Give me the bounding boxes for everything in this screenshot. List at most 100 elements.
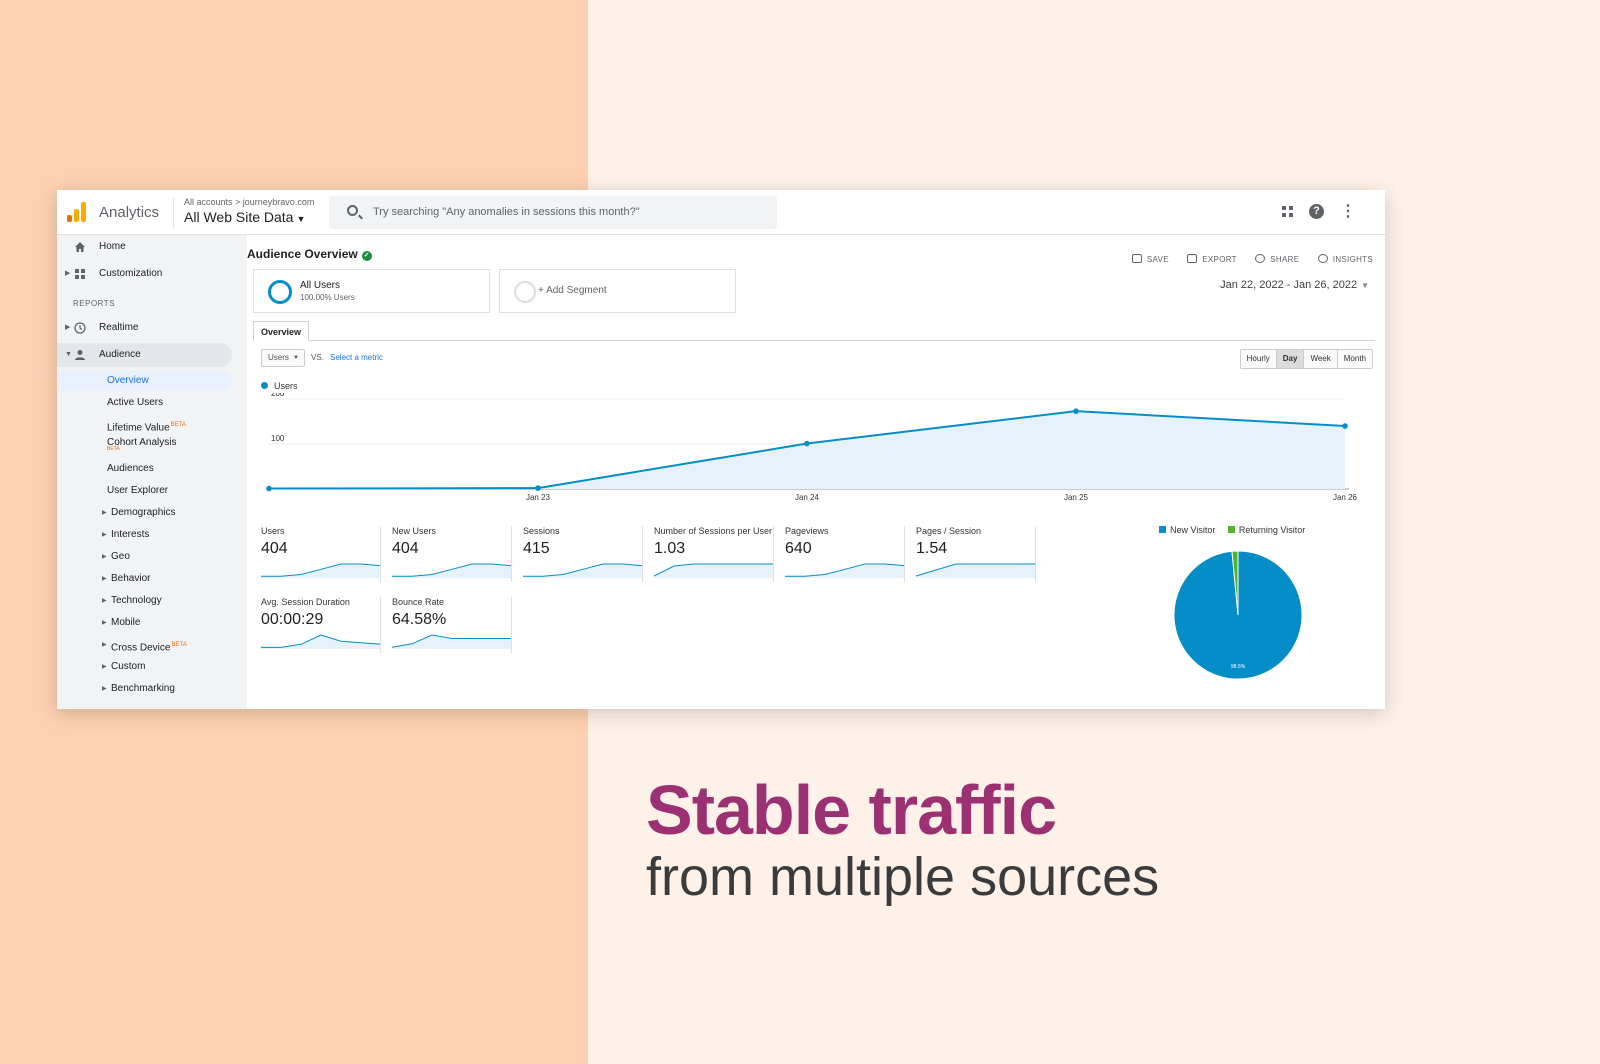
sparkline-fill — [261, 635, 381, 649]
export-button[interactable]: EXPORT — [1187, 254, 1237, 264]
sidebar-subitem-cross-device[interactable]: ▶ Cross DeviceBETA — [57, 635, 232, 655]
metric-select[interactable]: Users ▼ — [261, 349, 305, 367]
date-range-picker[interactable]: Jan 22, 2022 - Jan 26, 2022 ▼ — [1220, 279, 1369, 291]
pie-slice — [1231, 550, 1239, 616]
sidebar-subitem-demographics[interactable]: ▶ Demographics — [57, 503, 232, 523]
legend-swatch — [1227, 526, 1235, 533]
sidebar-item-customization[interactable]: ▶ Customization — [57, 262, 232, 286]
help-icon[interactable]: ? — [1309, 204, 1324, 219]
metric-sparkline — [916, 563, 1036, 578]
beta-badge: BETA — [107, 446, 120, 452]
analytics-logo-icon — [67, 202, 87, 222]
sidebar-subitem-mobile[interactable]: ▶ Mobile — [57, 613, 232, 633]
sidebar-subitem-custom[interactable]: ▶ Custom — [57, 657, 232, 677]
sidebar-subitem-audiences[interactable]: Audiences — [57, 459, 232, 479]
chevron-right-icon: ▶ — [102, 620, 107, 626]
metric-value: 1.03 — [654, 540, 686, 557]
view-selector[interactable]: All Web Site Data ▼ — [184, 209, 305, 225]
sidebar-subitem-behavior[interactable]: ▶ Behavior — [57, 569, 232, 589]
metric-card[interactable]: Pageviews 640 — [785, 526, 905, 588]
segment-ring-icon — [514, 281, 536, 303]
chevron-right-icon: ▶ — [102, 532, 107, 538]
metric-value: 64.58% — [392, 611, 447, 628]
metric-label: Avg. Session Duration — [261, 597, 350, 607]
metric-card[interactable]: Bounce Rate 64.58% — [392, 597, 512, 659]
sidebar-item-label: Audience — [99, 349, 141, 360]
apps-grid-icon[interactable] — [1280, 204, 1296, 220]
beta-badge: BETA — [171, 642, 187, 648]
metric-card[interactable]: Users 404 — [261, 526, 381, 588]
sidebar-item-realtime[interactable]: ▶ Realtime — [57, 316, 232, 340]
metric-value: 640 — [785, 540, 812, 557]
metric-divider — [511, 526, 512, 582]
sidebar-subitem-active-users[interactable]: Active Users — [57, 393, 232, 413]
search-box[interactable]: Try searching "Any anomalies in sessions… — [329, 196, 777, 229]
sidebar-subitem-overview[interactable]: Overview — [57, 371, 232, 391]
insights-button[interactable]: INSIGHTS — [1317, 254, 1373, 264]
sparkline-line — [392, 634, 512, 648]
sidebar-item-label: Home — [99, 241, 126, 252]
sidebar-subitem-lifetime-value[interactable]: Lifetime ValueBETA — [57, 415, 232, 435]
caret-down-icon: ▼ — [293, 355, 299, 361]
sparkline-fill — [523, 564, 643, 578]
chevron-down-icon: ▼ — [65, 351, 72, 358]
metric-value: 415 — [523, 540, 550, 557]
sidebar-subitem-label: Cohort Analysis — [107, 437, 177, 448]
metric-card[interactable]: New Users 404 — [392, 526, 512, 588]
metric-label: Bounce Rate — [392, 597, 445, 607]
app-name: Analytics — [99, 204, 160, 221]
sidebar-subitem-technology[interactable]: ▶ Technology — [57, 591, 232, 611]
metric-card[interactable]: Avg. Session Duration 00:00:29 — [261, 597, 381, 659]
sidebar-subitem-interests[interactable]: ▶ Interests — [57, 525, 232, 545]
granularity-hourly-button[interactable]: Hourly — [1240, 350, 1276, 368]
sparkline-line — [654, 563, 774, 577]
sparkline-line — [261, 634, 381, 648]
metric-sparkline — [261, 563, 381, 578]
main-content: Audience Overview ✓ SAVE EXPORT SHARE INS… — [247, 235, 1385, 709]
sidebar-subitem-label-wrap: Lifetime ValueBETA — [107, 415, 186, 438]
metric-value: 1.54 — [916, 540, 948, 557]
beta-badge: BETA — [170, 422, 186, 428]
sidebar-subitem-label: Mobile — [111, 617, 141, 628]
metric-sparkline — [654, 563, 774, 578]
add-segment-button[interactable]: + Add Segment — [499, 269, 736, 313]
sidebar-subitem-label-wrap: Cross DeviceBETA — [111, 635, 187, 658]
sidebar-subitem-label: Technology — [111, 595, 162, 606]
metric-value: 00:00:29 — [261, 611, 324, 628]
metric-card[interactable]: Number of Sessions per User 1.03 — [654, 526, 774, 588]
granularity-day-button[interactable]: Day — [1275, 350, 1304, 368]
granularity-week-button[interactable]: Week — [1303, 350, 1337, 368]
sidebar-item-home[interactable]: Home — [57, 235, 232, 259]
metric-value: 404 — [261, 540, 288, 557]
segment-all-users[interactable]: All Users 100.00% Users — [253, 269, 490, 313]
share-label: SHARE — [1270, 255, 1300, 264]
tab-overview[interactable]: Overview — [253, 321, 310, 341]
sparkline-fill — [261, 564, 381, 578]
report-actions: SAVE EXPORT SHARE INSIGHTS — [1118, 249, 1373, 267]
sidebar-item-audience[interactable]: ▼ Audience — [57, 343, 232, 367]
chevron-right-icon: ▶ — [102, 642, 107, 648]
granularity-month-button[interactable]: Month — [1336, 350, 1372, 368]
sidebar-subitem-label: Custom — [111, 661, 146, 672]
metric-card[interactable]: Pages / Session 1.54 — [916, 526, 1036, 588]
sidebar-subitem-label: User Explorer — [107, 485, 169, 496]
data-point — [1342, 423, 1348, 429]
sidebar-subitem-user-explorer[interactable]: User Explorer — [57, 481, 232, 501]
data-point — [804, 440, 810, 447]
sidebar-subitem-benchmarking[interactable]: ▶ Benchmarking — [57, 679, 232, 699]
more-vert-icon[interactable]: ⋮ — [1340, 203, 1356, 220]
metric-card[interactable]: Sessions 415 — [523, 526, 643, 588]
sparkline-line — [523, 563, 643, 577]
account-breadcrumb[interactable]: All accounts > journeybravo.com — [184, 197, 315, 207]
sidebar-subitem-label: Interests — [111, 529, 150, 540]
share-button[interactable]: SHARE — [1255, 254, 1299, 264]
save-button[interactable]: SAVE — [1131, 254, 1169, 264]
pie-legend-returning-visitor: Returning Visitor — [1227, 525, 1305, 535]
sparkline-line — [785, 563, 905, 577]
select-metric-link[interactable]: Select a metric — [330, 353, 383, 362]
pie-legend-new-visitor: New Visitor — [1159, 525, 1215, 535]
sidebar-subitem-cohort-analysis[interactable]: Cohort Analysis BETA — [57, 433, 232, 453]
sparkline-fill — [392, 564, 512, 578]
metric-divider — [773, 526, 774, 582]
sidebar-subitem-geo[interactable]: ▶ Geo — [57, 547, 232, 567]
